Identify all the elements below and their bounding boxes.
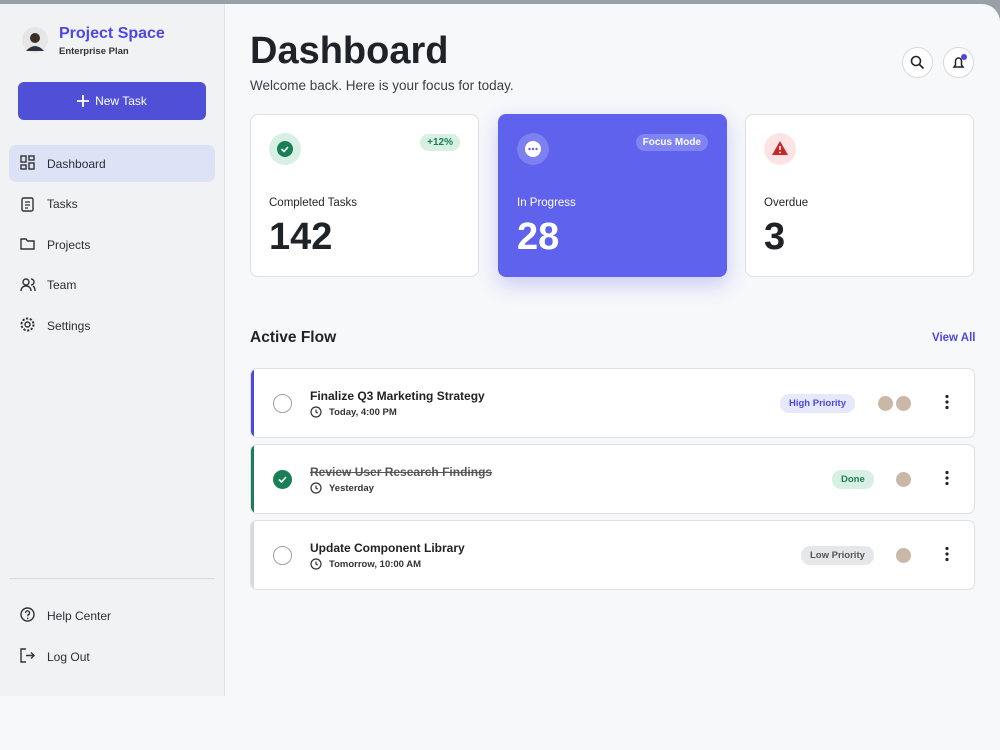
- stat-badge: +12%: [420, 134, 460, 151]
- footer-icon: [20, 648, 35, 663]
- page-subtitle: Welcome back. Here is your focus for tod…: [250, 78, 514, 93]
- nav-label: Settings: [47, 318, 91, 333]
- page-title: Dashboard: [250, 30, 449, 72]
- nav-icon: [21, 196, 34, 212]
- task-accent: [251, 521, 254, 589]
- clock-icon: [310, 482, 322, 494]
- section-title: Active Flow: [250, 329, 337, 346]
- stat-icon: [269, 133, 301, 165]
- footer-icon: [20, 607, 35, 622]
- stat-value: 3: [764, 216, 786, 258]
- task-title: Review User Research Findings: [310, 465, 493, 479]
- task-row[interactable]: Review User Research Findings Yesterday …: [250, 444, 975, 514]
- footer-item[interactable]: Help Center: [9, 597, 215, 634]
- nav-icon: [20, 238, 35, 250]
- nav-icon: [20, 155, 35, 170]
- nav-label: Projects: [47, 237, 91, 252]
- task-title: Update Component Library: [310, 541, 465, 555]
- nav-item[interactable]: Settings: [9, 307, 215, 344]
- nav-label: Tasks: [47, 197, 78, 211]
- assignee-avatar: [894, 394, 913, 413]
- task-accent: [251, 369, 254, 437]
- brand-name: Project Space: [59, 25, 165, 42]
- task-menu[interactable]: [944, 394, 950, 410]
- task-tag: High Priority: [780, 394, 856, 413]
- stat-card: Overdue 3: [745, 114, 974, 277]
- task-checkbox[interactable]: [273, 470, 292, 489]
- nav-item[interactable]: Tasks: [9, 186, 215, 223]
- task-accent: [251, 445, 254, 513]
- app: Project Space Enterprise Plan New Task D…: [0, 4, 1000, 750]
- nav-item[interactable]: Projects: [9, 226, 215, 263]
- stat-icon: [517, 133, 549, 165]
- task-row[interactable]: Finalize Q3 Marketing Strategy Today, 4:…: [250, 368, 975, 438]
- assignee-avatar: [876, 394, 895, 413]
- nav-item[interactable]: Dashboard: [9, 145, 215, 182]
- task-checkbox[interactable]: [273, 546, 292, 565]
- assignee-avatar: [894, 546, 913, 565]
- nav-item[interactable]: Team: [9, 267, 215, 304]
- nav-icon: [20, 317, 35, 332]
- footer-item[interactable]: Log Out: [9, 638, 215, 675]
- stat-icon: [764, 133, 796, 165]
- task-row[interactable]: Update Component Library Tomorrow, 10:00…: [250, 520, 975, 590]
- clock-icon: [310, 558, 322, 570]
- nav-label: Dashboard: [47, 156, 106, 171]
- view-all-link[interactable]: View All: [932, 332, 976, 344]
- footer-label: Log Out: [47, 649, 90, 664]
- footer-label: Help Center: [47, 608, 112, 623]
- nav-icon: [20, 277, 36, 291]
- task-due: Yesterday: [329, 483, 374, 494]
- plus-icon: [77, 95, 90, 107]
- assignee-avatar: [894, 470, 913, 489]
- clock-icon: [310, 406, 322, 418]
- stat-badge: Focus Mode: [635, 134, 708, 151]
- task-menu[interactable]: [944, 470, 950, 486]
- stat-value: 28: [517, 216, 560, 258]
- search-button[interactable]: [902, 47, 933, 78]
- divider: [9, 578, 215, 579]
- new-task-button[interactable]: New Task: [18, 82, 206, 120]
- task-tag: Done: [832, 470, 874, 489]
- task-title: Finalize Q3 Marketing Strategy: [310, 389, 485, 403]
- task-tag: Low Priority: [801, 546, 874, 565]
- stat-value: 142: [269, 216, 333, 258]
- stat-label: Completed Tasks: [269, 197, 357, 209]
- brand-plan: Enterprise Plan: [59, 46, 129, 57]
- stat-card: +12% Completed Tasks 142: [250, 114, 479, 277]
- notifications-button[interactable]: [943, 47, 974, 78]
- task-menu[interactable]: [944, 546, 950, 562]
- new-task-label: New Task: [95, 94, 147, 108]
- stat-label: Overdue: [764, 197, 809, 209]
- sidebar: Project Space Enterprise Plan New Task D…: [0, 4, 225, 696]
- task-checkbox[interactable]: [273, 394, 292, 413]
- task-due: Today, 4:00 PM: [329, 407, 397, 418]
- user-avatar: [22, 27, 48, 53]
- nav-label: Team: [47, 278, 77, 292]
- stat-card: Focus Mode In Progress 28: [498, 114, 727, 277]
- stat-label: In Progress: [517, 197, 576, 209]
- task-due: Tomorrow, 10:00 AM: [329, 559, 422, 570]
